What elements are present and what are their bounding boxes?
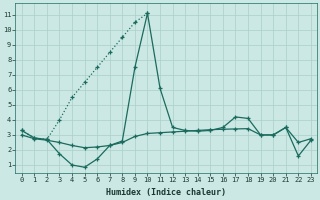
X-axis label: Humidex (Indice chaleur): Humidex (Indice chaleur) bbox=[106, 188, 226, 197]
